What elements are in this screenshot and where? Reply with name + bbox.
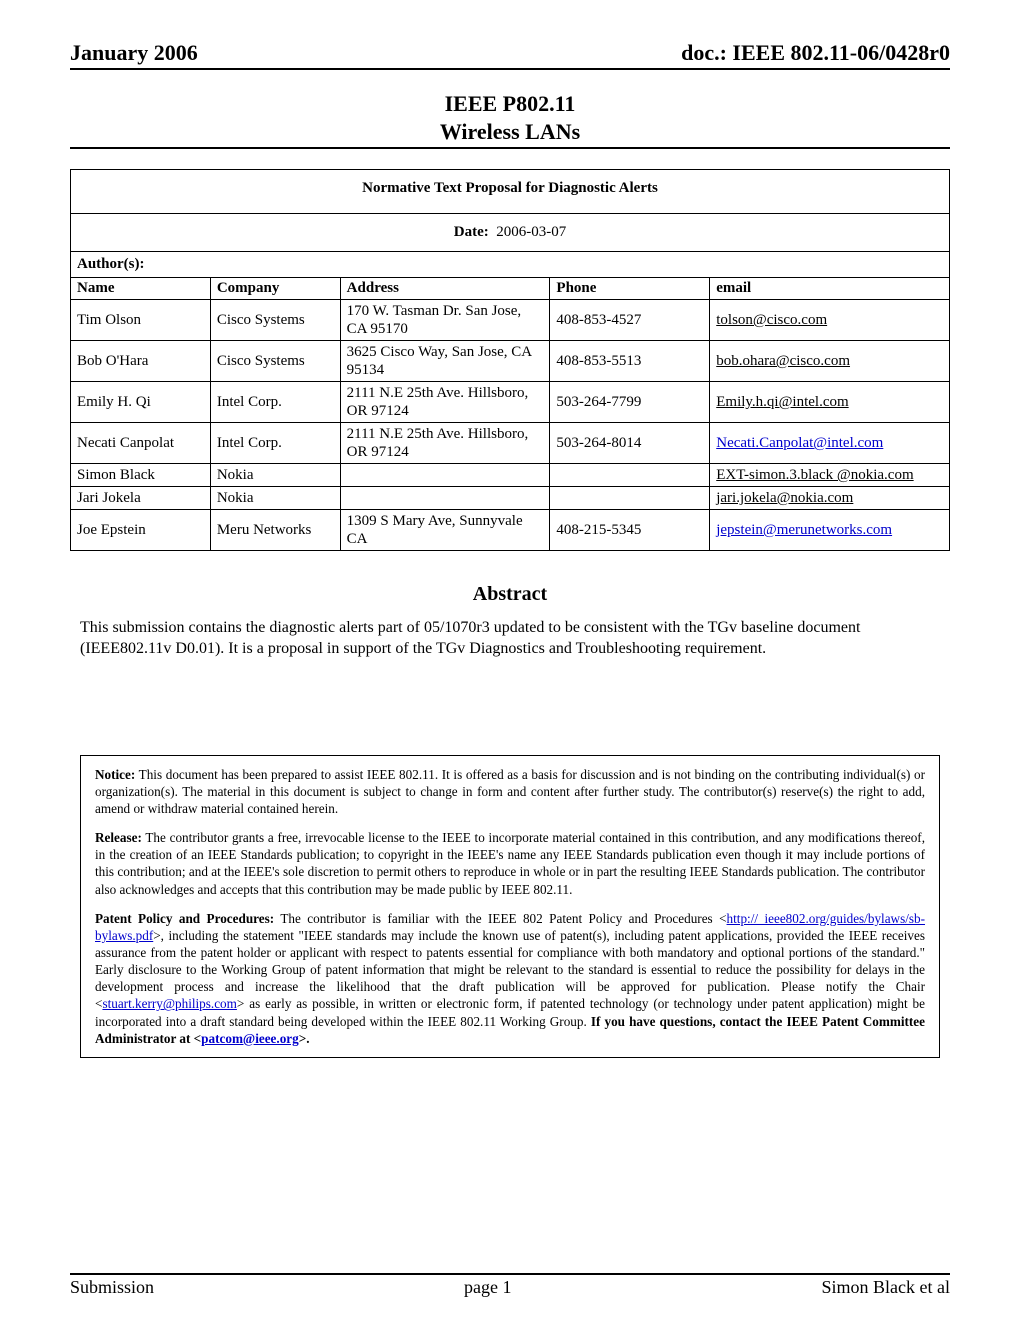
patent-trail-post: >. — [299, 1031, 310, 1046]
patent-pre: The contributor is familiar with the IEE… — [274, 911, 726, 926]
table-row: Emily H. QiIntel Corp.2111 N.E 25th Ave.… — [71, 382, 950, 423]
table-row: Necati CanpolatIntel Corp.2111 N.E 25th … — [71, 423, 950, 464]
abstract-title: Abstract — [70, 583, 950, 606]
page-footer: Submission page 1 Simon Black et al — [70, 1273, 950, 1298]
abstract-body: This submission contains the diagnostic … — [80, 618, 940, 660]
release-paragraph: Release: The contributor grants a free, … — [95, 829, 925, 898]
authors-label: Author(s): — [71, 252, 950, 278]
email-text: EXT-simon.3.black @nokia.com — [716, 467, 913, 483]
table-cell: Emily H. Qi — [71, 382, 211, 423]
table-cell: Joe Epstein — [71, 510, 211, 551]
table-cell: Intel Corp. — [210, 423, 340, 464]
email-text: jari.jokela@nokia.com — [716, 490, 853, 506]
col-phone: Phone — [550, 278, 710, 300]
table-cell: 3625 Cisco Way, San Jose, CA 95134 — [340, 341, 550, 382]
col-address: Address — [340, 278, 550, 300]
table-cell: Intel Corp. — [210, 382, 340, 423]
notice-paragraph: Notice: This document has been prepared … — [95, 766, 925, 817]
date-row: Date: 2006-03-07 — [71, 214, 950, 252]
table-cell: 503-264-8014 — [550, 423, 710, 464]
table-cell — [550, 464, 710, 487]
footer-left: Submission — [70, 1277, 154, 1298]
release-text: The contributor grants a free, irrevocab… — [95, 830, 925, 896]
main-title: IEEE P802.11 Wireless LANs — [70, 90, 950, 145]
table-cell-email: Necati.Canpolat@intel.com — [710, 423, 950, 464]
table-cell: Cisco Systems — [210, 300, 340, 341]
main-title-line1: IEEE P802.11 — [70, 90, 950, 118]
email-link[interactable]: jepstein@merunetworks.com — [716, 522, 892, 538]
col-email: email — [710, 278, 950, 300]
table-cell: 1309 S Mary Ave, Sunnyvale CA — [340, 510, 550, 551]
table-cell: 408-215-5345 — [550, 510, 710, 551]
email-text: tolson@cisco.com — [716, 312, 827, 328]
table-row: Joe EpsteinMeru Networks1309 S Mary Ave,… — [71, 510, 950, 551]
table-row: Tim OlsonCisco Systems170 W. Tasman Dr. … — [71, 300, 950, 341]
proposal-title: Normative Text Proposal for Diagnostic A… — [71, 170, 950, 214]
date-label: Date: — [454, 224, 489, 240]
table-cell: 408-853-5513 — [550, 341, 710, 382]
table-row: Jari JokelaNokia jari.jokela@nokia.com — [71, 487, 950, 510]
notice-text: This document has been prepared to assis… — [95, 767, 925, 816]
patcom-link[interactable]: patcom@ieee.org — [201, 1031, 299, 1046]
patcom-text: patcom@ieee.org — [201, 1031, 299, 1046]
footer-center: page 1 — [464, 1277, 511, 1298]
table-cell: 2111 N.E 25th Ave. Hillsboro, OR 97124 — [340, 382, 550, 423]
header-doc-id: doc.: IEEE 802.11-06/0428r0 — [681, 40, 950, 66]
title-rule — [70, 147, 950, 149]
table-cell: Bob O'Hara — [71, 341, 211, 382]
release-label: Release: — [95, 830, 142, 845]
header-date: January 2006 — [70, 40, 198, 66]
table-cell-email: bob.ohara@cisco.com — [710, 341, 950, 382]
table-cell — [550, 487, 710, 510]
table-cell: 503-264-7799 — [550, 382, 710, 423]
patent-paragraph: Patent Policy and Procedures: The contri… — [95, 910, 925, 1047]
patent-label: Patent Policy and Procedures: — [95, 911, 274, 926]
table-cell: Tim Olson — [71, 300, 211, 341]
table-cell: Nokia — [210, 487, 340, 510]
page-header: January 2006 doc.: IEEE 802.11-06/0428r0 — [70, 40, 950, 70]
notice-box: Notice: This document has been prepared … — [80, 755, 940, 1058]
table-cell — [340, 487, 550, 510]
chair-email-link[interactable]: stuart.kerry@philips.com — [102, 996, 236, 1011]
table-row: Simon BlackNokia EXT-simon.3.black @nokia… — [71, 464, 950, 487]
col-name: Name — [71, 278, 211, 300]
notice-label: Notice: — [95, 767, 135, 782]
email-text: Emily.h.qi@intel.com — [716, 394, 848, 410]
table-cell: Nokia — [210, 464, 340, 487]
main-title-line2: Wireless LANs — [70, 118, 950, 146]
table-cell-email: jari.jokela@nokia.com — [710, 487, 950, 510]
email-text: bob.ohara@cisco.com — [716, 353, 850, 369]
table-cell: Meru Networks — [210, 510, 340, 551]
table-cell: 170 W. Tasman Dr. San Jose, CA 95170 — [340, 300, 550, 341]
table-cell-email: EXT-simon.3.black @nokia.com — [710, 464, 950, 487]
footer-right: Simon Black et al — [822, 1277, 950, 1298]
table-cell — [340, 464, 550, 487]
proposal-table: Normative Text Proposal for Diagnostic A… — [70, 169, 950, 551]
table-cell: Necati Canpolat — [71, 423, 211, 464]
email-link[interactable]: Necati.Canpolat@intel.com — [716, 435, 883, 451]
table-cell-email: tolson@cisco.com — [710, 300, 950, 341]
col-company: Company — [210, 278, 340, 300]
table-cell: 408-853-4527 — [550, 300, 710, 341]
table-cell: Jari Jokela — [71, 487, 211, 510]
table-cell-email: jepstein@merunetworks.com — [710, 510, 950, 551]
table-cell-email: Emily.h.qi@intel.com — [710, 382, 950, 423]
table-header-row: Name Company Address Phone email — [71, 278, 950, 300]
date-value: 2006-03-07 — [496, 224, 566, 240]
table-cell: 2111 N.E 25th Ave. Hillsboro, OR 97124 — [340, 423, 550, 464]
table-cell: Cisco Systems — [210, 341, 340, 382]
table-row: Bob O'HaraCisco Systems3625 Cisco Way, S… — [71, 341, 950, 382]
table-cell: Simon Black — [71, 464, 211, 487]
